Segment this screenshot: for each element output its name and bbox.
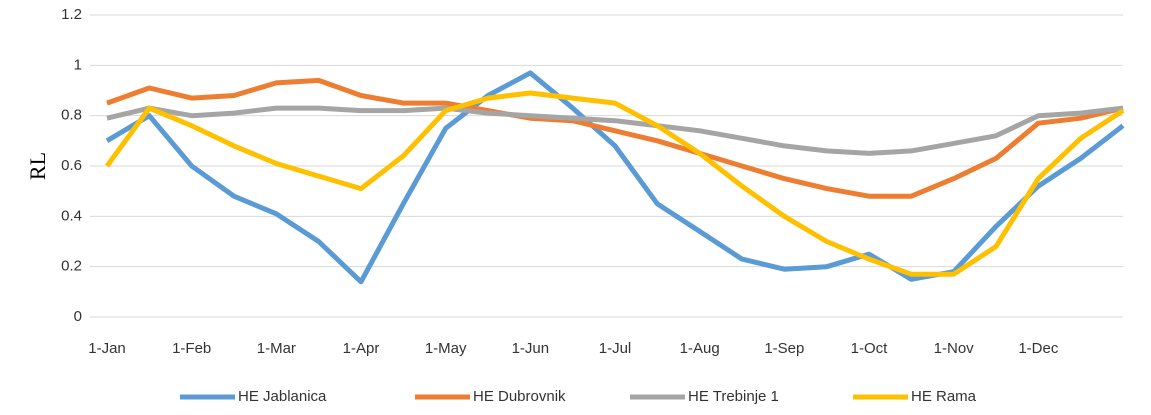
x-tick-label: 1-Oct: [851, 340, 889, 357]
y-tick-label: 0.6: [61, 157, 82, 174]
x-tick-label: 1-Sep: [764, 340, 804, 357]
y-tick-label: 0.4: [61, 207, 82, 224]
x-tick-label: 1-Dec: [1018, 340, 1059, 357]
x-tick-label: 1-Jul: [599, 340, 632, 357]
legend-label: HE Jablanica: [238, 388, 327, 405]
x-tick-label: 1-Nov: [934, 340, 975, 357]
legend-label: HE Trebinje 1: [688, 388, 779, 405]
y-tick-label: 0.8: [61, 107, 82, 124]
line-series: [104, 90, 1125, 277]
legend-label: HE Rama: [911, 388, 977, 405]
y-axis-label: RL: [25, 152, 50, 180]
x-tick-label: 1-Feb: [172, 340, 211, 357]
x-tick-label: 1-May: [425, 340, 467, 357]
x-tick-label: 1-Jun: [512, 340, 550, 357]
x-tick-label: 1-Jan: [88, 340, 126, 357]
y-tick-label: 0: [74, 308, 82, 325]
x-tick-label: 1-Aug: [680, 340, 720, 357]
y-tick-label: 1.2: [61, 6, 82, 23]
line-series: [106, 77, 1124, 199]
legend-label: HE Dubrovnik: [473, 388, 566, 405]
y-tick-label: 1: [74, 56, 82, 73]
x-tick-label: 1-Apr: [343, 340, 380, 357]
line-series: [106, 105, 1124, 156]
y-tick-label: 0.2: [61, 258, 82, 275]
x-tick-label: 1-Mar: [257, 340, 296, 357]
